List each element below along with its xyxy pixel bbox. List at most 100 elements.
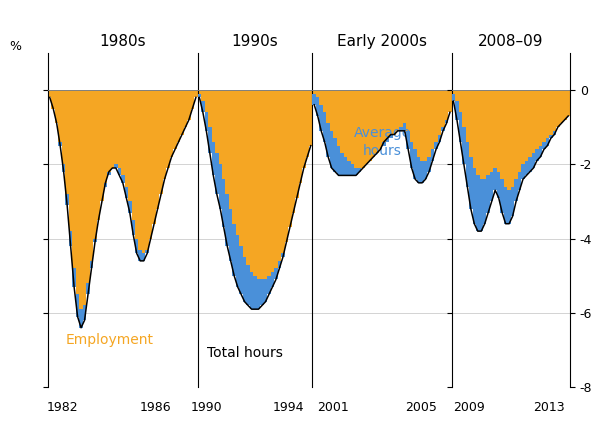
Bar (239, 246, 243, 294)
Bar (469, 90, 473, 157)
Bar (487, 176, 490, 213)
Bar (403, 123, 406, 131)
Bar (313, 94, 316, 105)
Bar (55, 90, 58, 123)
Text: 2001: 2001 (317, 400, 349, 414)
Bar (532, 153, 535, 168)
Bar (121, 176, 125, 183)
Bar (458, 112, 462, 142)
Bar (250, 272, 253, 309)
Bar (361, 90, 365, 168)
Bar (455, 101, 458, 120)
Bar (125, 187, 128, 198)
Bar (455, 90, 458, 101)
Bar (403, 90, 406, 123)
Bar (104, 183, 107, 187)
Bar (239, 90, 243, 246)
Bar (493, 168, 497, 190)
Bar (371, 90, 375, 157)
Bar (83, 305, 86, 320)
Bar (542, 90, 545, 142)
Bar (483, 90, 487, 179)
Bar (396, 90, 400, 131)
Text: Early 2000s: Early 2000s (337, 34, 427, 49)
Bar (65, 90, 69, 194)
Bar (497, 90, 500, 172)
Bar (79, 90, 83, 309)
Bar (316, 97, 319, 116)
Bar (142, 90, 145, 253)
Bar (229, 209, 232, 261)
Bar (319, 105, 323, 131)
Bar (145, 90, 149, 250)
Bar (514, 90, 518, 179)
Bar (76, 294, 79, 317)
Bar (438, 135, 441, 142)
Bar (281, 90, 284, 253)
Bar (83, 90, 86, 305)
Bar (521, 90, 525, 164)
Bar (107, 90, 110, 176)
Bar (271, 90, 274, 272)
Bar (208, 90, 212, 127)
Bar (253, 90, 257, 276)
Bar (535, 90, 539, 150)
Bar (518, 90, 521, 172)
Text: 1994: 1994 (272, 400, 304, 414)
Bar (452, 90, 455, 94)
Bar (452, 94, 455, 101)
Text: Total hours: Total hours (207, 346, 283, 360)
Bar (469, 157, 473, 209)
Bar (226, 90, 229, 194)
Bar (295, 90, 299, 198)
Bar (218, 90, 222, 164)
Bar (514, 179, 518, 202)
Text: 1990: 1990 (191, 400, 223, 414)
Bar (205, 90, 208, 112)
Bar (337, 90, 340, 146)
Bar (351, 164, 354, 176)
Bar (247, 264, 250, 305)
Bar (410, 90, 413, 142)
Bar (504, 187, 508, 224)
Bar (142, 253, 145, 261)
Bar (483, 179, 487, 224)
Bar (421, 90, 424, 161)
Bar (417, 90, 421, 157)
Bar (344, 90, 347, 157)
Bar (542, 142, 545, 150)
Bar (406, 90, 410, 131)
Bar (236, 90, 239, 235)
Bar (431, 150, 434, 161)
Bar (500, 179, 504, 213)
Bar (448, 90, 452, 112)
Bar (400, 90, 403, 127)
Bar (334, 138, 337, 172)
Bar (187, 90, 191, 120)
Bar (212, 142, 215, 176)
Bar (316, 90, 319, 97)
Bar (62, 164, 65, 172)
Bar (257, 279, 260, 309)
Bar (288, 90, 292, 227)
Bar (413, 150, 417, 179)
Bar (313, 90, 316, 94)
Bar (511, 90, 514, 187)
Bar (323, 112, 326, 142)
Bar (48, 90, 52, 97)
Bar (479, 179, 483, 231)
Bar (553, 131, 556, 135)
Bar (264, 279, 267, 302)
Bar (139, 250, 142, 261)
Bar (90, 261, 93, 268)
Bar (278, 261, 281, 268)
Bar (69, 231, 73, 246)
Bar (212, 90, 215, 142)
Bar (566, 90, 570, 116)
Bar (493, 90, 497, 168)
Bar (545, 138, 549, 146)
Bar (73, 90, 76, 268)
Text: 1990s: 1990s (232, 34, 278, 49)
Bar (462, 127, 466, 164)
Bar (511, 187, 514, 216)
